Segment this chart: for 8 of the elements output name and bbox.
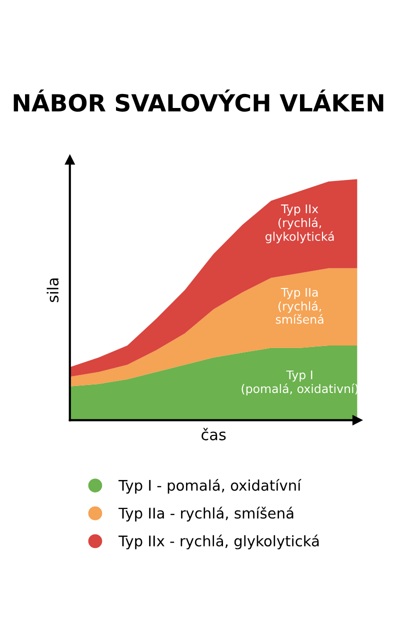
chart-title: NÁBOR SVALOVÝCH VLÁKEN	[14, 90, 384, 112]
annotation: Typ IIa (rychlá, smíšená	[276, 288, 324, 324]
legend-label: Typ IIa - rychlá, smíšená	[118, 506, 294, 522]
y-axis-title: sila	[46, 278, 59, 302]
legend-label: Typ IIx - rychlá, glykolytická	[118, 534, 319, 550]
x-axis-title: čas	[202, 428, 226, 440]
annotation: Typ IIx (rychlá, glykolytická	[266, 204, 334, 244]
legend-label: Typ I - pomalá, oxidatívní	[118, 478, 302, 494]
